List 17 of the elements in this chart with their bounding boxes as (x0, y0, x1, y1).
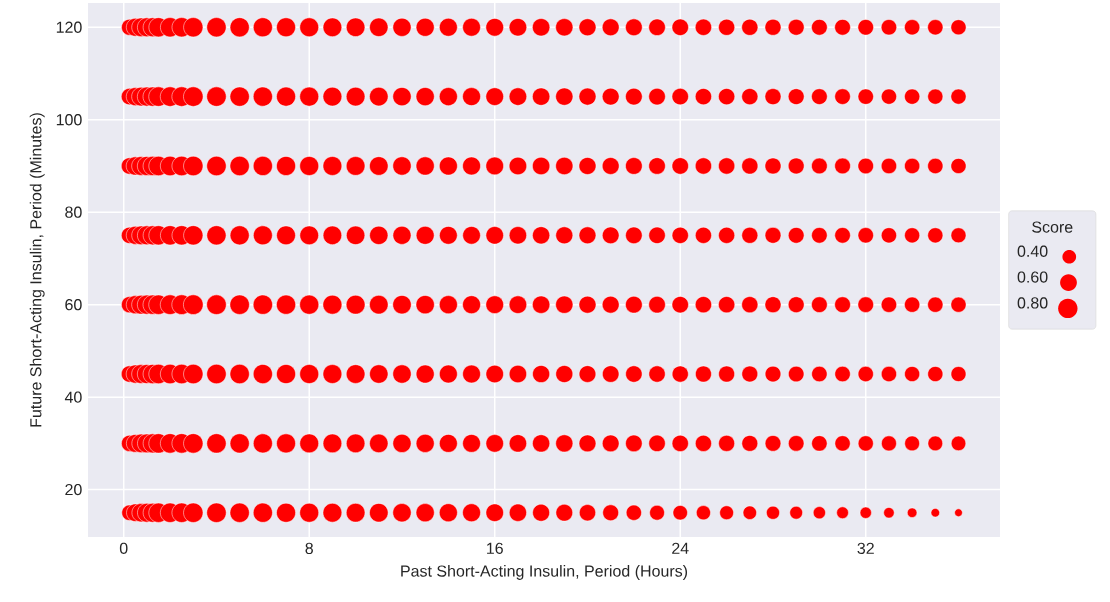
x-tick-label: 0 (119, 542, 128, 554)
legend-label: 0.40 (1017, 245, 1048, 257)
x-tick-label: 24 (672, 542, 689, 554)
x-tick-label: 8 (305, 542, 313, 554)
x-tick-label: 32 (857, 542, 874, 554)
y-tick-label: 20 (65, 483, 82, 496)
y-tick-label: 120 (56, 21, 82, 33)
legend-title: Score (1032, 221, 1073, 233)
y-tick-label: 100 (56, 114, 82, 126)
legend-label: 0.60 (1017, 271, 1048, 283)
legend-label: 0.80 (1017, 297, 1048, 309)
y-tick-label: 40 (64, 391, 82, 403)
x-axis-title: Past Short-Acting Insulin, Period (Hours) (401, 565, 688, 580)
y-axis-title: Future Short-Acting Insulin, Period (Minutes) (29, 113, 45, 427)
y-tick-label: 60 (65, 299, 82, 311)
y-tick-label: 80 (65, 206, 82, 218)
x-tick-label: 16 (487, 542, 503, 554)
